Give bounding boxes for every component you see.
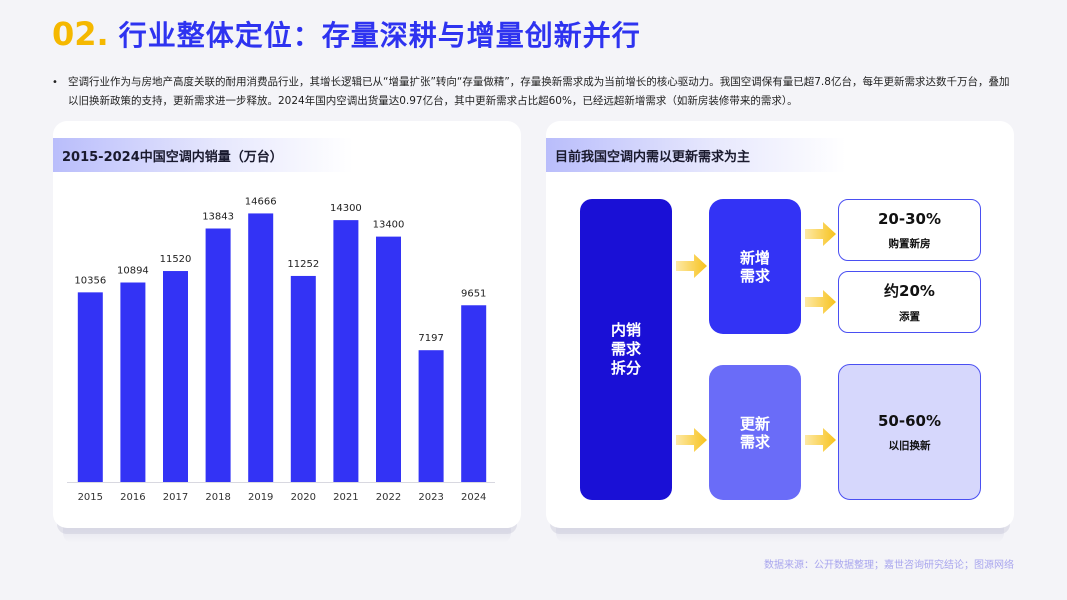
- summary-bullet: • 空调行业作为与房地产高度关联的耐用消费品行业，其增长逻辑已从“增量扩张”转向…: [52, 73, 1017, 111]
- bar-2017: [163, 271, 188, 482]
- x-tick-label-2023: 2023: [418, 492, 443, 503]
- sales-bar-chart: 10356 2015 10894 2016 11520 2017 13843 2018 1466…: [67, 196, 495, 503]
- bar-value-label-2022: 13400: [373, 220, 405, 231]
- summary-text: 空调行业作为与房地产高度关联的耐用消费品行业，其增长逻辑已从“增量扩张”转向“存…: [68, 76, 1010, 107]
- arrow-to-addition-icon: [805, 290, 836, 314]
- bar-value-label-2018: 13843: [202, 212, 234, 223]
- bar-value-label-2023: 7197: [418, 333, 443, 344]
- bar-2020: [290, 275, 316, 482]
- domestic-demand-box: 内销 需求 拆分: [580, 199, 672, 500]
- addition-share-box: 约20% 添置: [838, 271, 981, 333]
- replacement-share-value: 50-60%: [877, 411, 941, 430]
- arrow-to-replacement-icon: [805, 428, 836, 452]
- bar-value-label-2021: 14300: [330, 203, 362, 214]
- card-shadow-left: [63, 527, 511, 543]
- x-tick-label-2022: 2022: [376, 492, 401, 503]
- bar-2015: [77, 292, 103, 482]
- arrow-to-update-icon: [676, 428, 707, 452]
- bar-value-label-2015: 10356: [74, 275, 106, 286]
- bar-2022: [376, 236, 401, 482]
- sales-chart-title: 2015-2024中国空调内销量（万台）: [53, 138, 353, 172]
- update-demand-line-1: 更新: [739, 414, 770, 433]
- data-source-note: 数据来源：公开数据整理；嘉世咨询研究结论；图源网络: [764, 560, 1014, 571]
- bar-value-label-2024: 9651: [461, 288, 486, 299]
- section-title: 行业整体定位：存量深耕与增量创新并行: [118, 19, 641, 52]
- bar-2024: [461, 305, 487, 482]
- domestic-demand-line-3: 拆分: [610, 359, 641, 377]
- new-demand-box: 新增 需求: [709, 199, 801, 334]
- x-tick-label-2019: 2019: [248, 492, 273, 503]
- x-tick-label-2017: 2017: [163, 492, 188, 503]
- x-tick-label-2015: 2015: [78, 492, 103, 503]
- x-tick-label-2016: 2016: [120, 492, 145, 503]
- x-tick-label-2018: 2018: [205, 492, 230, 503]
- bar-2016: [120, 282, 146, 482]
- arrow-to-new-icon: [676, 254, 707, 278]
- demand-breakdown-card: 目前我国空调内需以更新需求为主 内销 需求 拆分 新增 需求 更新 需求 20-…: [546, 121, 1014, 528]
- update-demand-line-2: 需求: [739, 432, 770, 451]
- new-home-share-box: 20-30% 购置新房: [838, 199, 981, 261]
- x-tick-label-2024: 2024: [461, 492, 486, 503]
- page-title: 02. 行业整体定位：存量深耕与增量创新并行: [52, 14, 641, 60]
- bar-2023: [418, 350, 444, 482]
- bar-2018: [205, 228, 231, 482]
- demand-breakdown-title: 目前我国空调内需以更新需求为主: [546, 138, 846, 172]
- bar-value-label-2016: 10894: [117, 266, 149, 277]
- section-number: 02.: [52, 15, 109, 53]
- domestic-demand-line-2: 需求: [610, 340, 641, 358]
- new-demand-line-1: 新增: [739, 248, 770, 267]
- bar-value-label-2017: 11520: [160, 254, 192, 265]
- sales-chart-card: 2015-2024中国空调内销量（万台） 10356 2015 10894 2016 1…: [53, 121, 521, 528]
- bar-2021: [333, 220, 359, 482]
- replacement-share-box: 50-60% 以旧换新: [838, 364, 981, 500]
- new-home-share-value: 20-30%: [877, 209, 941, 228]
- new-demand-line-2: 需求: [739, 266, 770, 285]
- x-tick-label-2020: 2020: [291, 492, 316, 503]
- card-shadow-right: [556, 527, 1004, 543]
- bar-2019: [248, 213, 274, 482]
- addition-share-value: 约20%: [884, 282, 935, 300]
- arrow-to-new-home-icon: [805, 222, 836, 246]
- bullet-dot-icon: •: [52, 77, 58, 88]
- addition-share-label: 添置: [899, 311, 920, 323]
- bar-value-label-2020: 11252: [287, 259, 319, 270]
- replacement-share-label: 以旧换新: [888, 439, 931, 452]
- x-tick-label-2021: 2021: [333, 492, 358, 503]
- domestic-demand-line-1: 内销: [610, 321, 641, 339]
- bar-value-label-2019: 14666: [245, 196, 277, 207]
- update-demand-box: 更新 需求: [709, 365, 801, 500]
- new-home-share-label: 购置新房: [888, 237, 931, 250]
